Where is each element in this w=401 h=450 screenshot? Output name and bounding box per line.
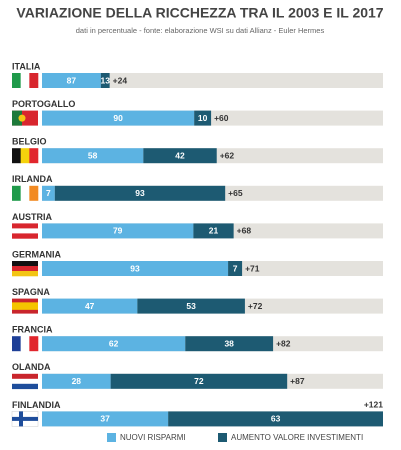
segment-label: 87: [67, 75, 77, 85]
flag: [12, 148, 21, 164]
segment-label: 37: [100, 414, 110, 424]
flag: [12, 110, 22, 126]
bar-segment: [185, 336, 274, 352]
bar-segment: [193, 223, 234, 239]
total-label: +60: [214, 113, 229, 123]
bar-segment: [42, 148, 144, 164]
segment-label: 10: [198, 113, 208, 123]
segment-label: 28: [72, 376, 82, 386]
legend-label: NUOVI RISPARMI: [120, 433, 186, 442]
total-label: +65: [228, 188, 243, 198]
segment-label: 53: [186, 301, 196, 311]
segment-label: 63: [271, 414, 281, 424]
segment-label: 62: [109, 338, 119, 348]
legend-swatch: [218, 433, 227, 442]
flag: [19, 411, 23, 427]
flag: [20, 185, 30, 201]
segment-label: 47: [85, 301, 95, 311]
bar-segment: [42, 411, 169, 427]
flag: [29, 73, 39, 88]
total-label: +68: [237, 226, 252, 236]
bar-segment: [110, 373, 288, 389]
total-label: +72: [248, 301, 263, 311]
category-label: OLANDA: [12, 362, 51, 372]
segment-label: 93: [130, 263, 140, 273]
category-label: SPAGNA: [12, 287, 50, 297]
category-label: FRANCIA: [12, 325, 53, 335]
bar-segment: [168, 411, 383, 427]
category-label: FINLANDIA: [12, 400, 61, 410]
bar-segment: [143, 148, 217, 164]
flag: [20, 148, 30, 164]
flag: [12, 271, 38, 277]
segment-label: 7: [233, 263, 238, 273]
flag: [12, 261, 38, 267]
flag: [12, 383, 38, 390]
legend-swatch: [107, 433, 116, 442]
bar-segment: [42, 373, 111, 389]
segment-label: 79: [113, 226, 123, 236]
segment-label: 93: [135, 188, 145, 198]
segment-label: 90: [113, 113, 123, 123]
category-label: PORTOGALLO: [12, 99, 75, 109]
total-label: +71: [245, 263, 260, 273]
flag: [29, 185, 39, 201]
flag: [12, 373, 38, 380]
bar-segment: [194, 110, 212, 126]
flag: [18, 114, 26, 122]
bar-segment: [42, 223, 194, 239]
flag: [29, 148, 39, 164]
bar-segment: [100, 73, 110, 88]
bar-segment: [42, 298, 138, 314]
bar-segment: [42, 336, 186, 352]
segment-label: 38: [224, 338, 234, 348]
segment-label: 42: [175, 150, 185, 160]
total-label: +24: [113, 75, 128, 85]
category-label: ITALIA: [12, 61, 41, 71]
segment-label: 7: [46, 188, 51, 198]
segment-label: 58: [88, 150, 98, 160]
flag: [29, 336, 39, 352]
chart-title: VARIAZIONE DELLA RICCHEZZA TRA IL 2003 E…: [16, 5, 383, 21]
category-label: IRLANDA: [12, 174, 53, 184]
flag: [12, 73, 21, 88]
flag: [12, 185, 21, 201]
flag: [12, 336, 21, 352]
chart-subtitle: dati in percentuale - fonte: elaborazion…: [76, 26, 325, 35]
bar-segment: [42, 73, 101, 88]
flag: [12, 416, 38, 421]
segment-label: 72: [194, 376, 204, 386]
total-label: +121: [364, 400, 383, 410]
total-label: +87: [290, 376, 305, 386]
flag: [12, 378, 38, 385]
flag: [12, 223, 38, 229]
total-label: +62: [220, 150, 235, 160]
category-label: AUSTRIA: [12, 212, 52, 222]
flag: [12, 266, 38, 272]
flag: [12, 228, 38, 234]
flag: [20, 73, 30, 88]
bar-segment: [228, 261, 243, 276]
segment-label: 21: [209, 226, 219, 236]
bar-segment: [54, 185, 226, 201]
bar-segment: [42, 261, 229, 276]
flag: [12, 233, 38, 239]
bar-segment: [42, 110, 195, 126]
legend-label: AUMENTO VALORE INVESTIMENTI: [231, 433, 363, 442]
flag: [20, 336, 30, 352]
bar-segment: [137, 298, 245, 314]
segment-label: 13: [101, 75, 111, 85]
bar-background: [42, 73, 383, 88]
flag: [12, 302, 38, 310]
total-label: +82: [276, 338, 291, 348]
category-label: GERMANIA: [12, 249, 61, 259]
bar-segment: [42, 185, 55, 201]
category-label: BELGIO: [12, 137, 47, 147]
